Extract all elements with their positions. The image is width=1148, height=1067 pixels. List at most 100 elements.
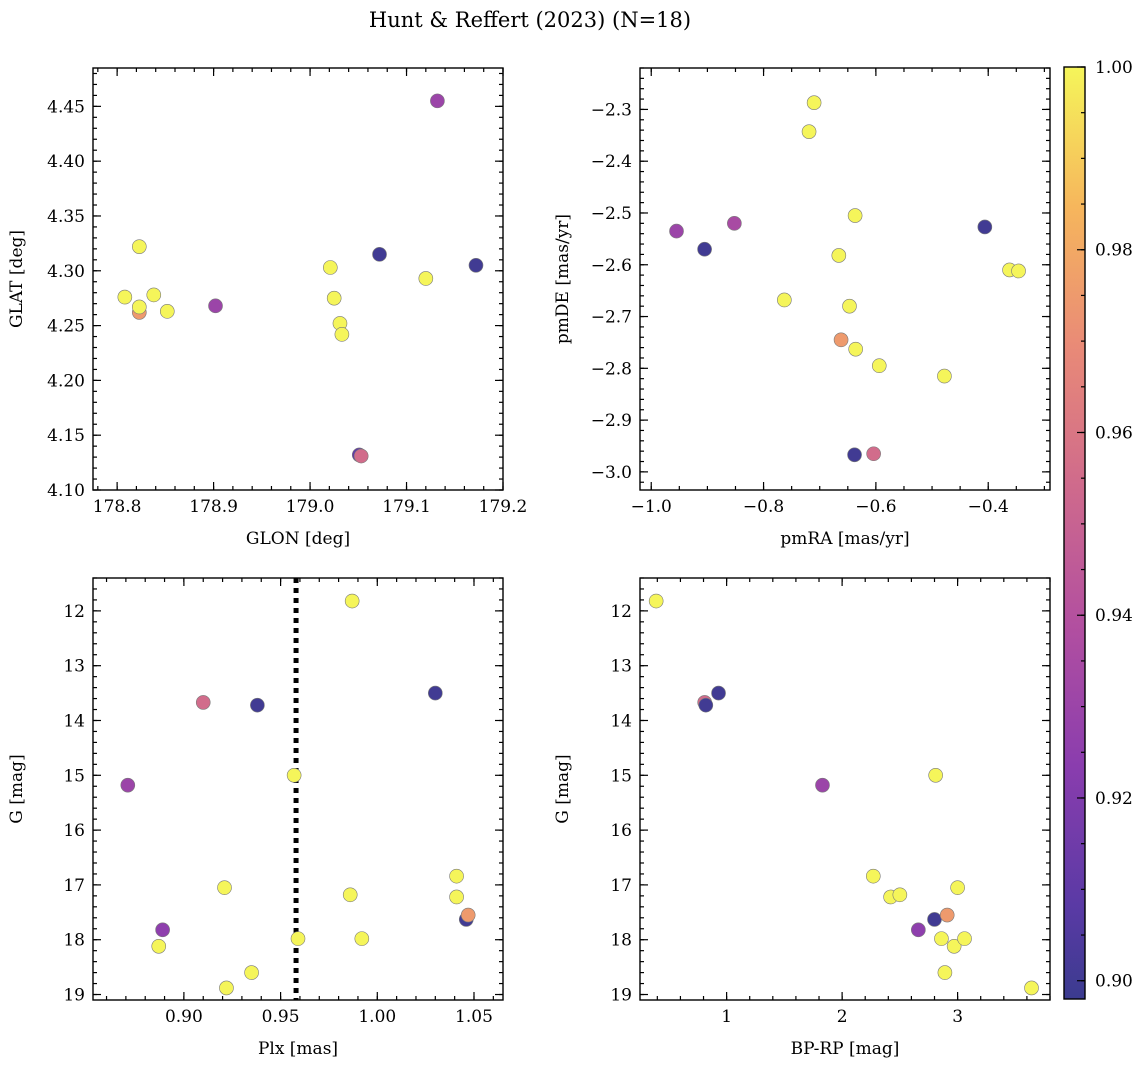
data-point bbox=[208, 298, 223, 314]
y-tick-label: 12 bbox=[63, 602, 85, 622]
x-tick-label: 1 bbox=[721, 1007, 732, 1027]
colorbar-tick-label: 0.94 bbox=[1095, 606, 1133, 626]
y-axis-label: G [mag] bbox=[553, 754, 573, 823]
x-tick-label: −0.6 bbox=[855, 497, 896, 517]
data-point bbox=[250, 697, 265, 713]
x-axis-label: BP-RP [mag] bbox=[791, 1039, 900, 1059]
x-tick-label: 1.05 bbox=[455, 1007, 493, 1027]
data-point bbox=[815, 777, 830, 793]
data-point bbox=[344, 593, 360, 609]
x-tick-label: −0.4 bbox=[968, 497, 1009, 517]
y-tick-label: 13 bbox=[63, 657, 85, 677]
data-point bbox=[927, 912, 942, 927]
y-tick-label: −2.5 bbox=[591, 204, 632, 224]
x-tick-label: 3 bbox=[952, 1007, 963, 1027]
data-point bbox=[950, 880, 965, 895]
panels: 178.8 178.9 179.0 179.1 179.2 4.10 4.15 4.20 4.2… bbox=[7, 67, 1051, 1059]
data-point bbox=[801, 124, 817, 139]
data-point bbox=[928, 767, 943, 783]
data-point bbox=[806, 95, 822, 110]
y-tick-label: −2.4 bbox=[591, 152, 632, 172]
data-point bbox=[286, 767, 302, 783]
y-tick-label: 4.10 bbox=[47, 481, 85, 501]
y-tick-label: 4.40 bbox=[47, 152, 85, 172]
y-tick-label: 4.35 bbox=[47, 207, 85, 227]
data-point bbox=[892, 887, 908, 903]
data-point bbox=[151, 938, 167, 954]
y-tick-label: 4.45 bbox=[47, 97, 85, 117]
data-point bbox=[727, 216, 742, 231]
y-tick-label: 13 bbox=[610, 657, 632, 677]
y-tick-label: 16 bbox=[610, 821, 632, 841]
data-point bbox=[159, 304, 175, 319]
y-axis-label: G [mag] bbox=[7, 754, 27, 823]
x-axis-label: pmRA [mas/yr] bbox=[780, 529, 909, 549]
y-tick-label: 17 bbox=[610, 876, 632, 896]
y-tick-label: 14 bbox=[63, 711, 85, 731]
data-point bbox=[430, 93, 445, 109]
x-tick-label: 0.90 bbox=[165, 1007, 203, 1027]
colorbar-gradient bbox=[1064, 67, 1085, 999]
data-point bbox=[934, 931, 949, 946]
data-point bbox=[468, 257, 484, 273]
data-point bbox=[219, 980, 234, 996]
y-axis-label: pmDE [mas/yr] bbox=[553, 214, 573, 344]
data-point bbox=[1024, 980, 1039, 996]
y-axis-label: GLAT [deg] bbox=[7, 230, 27, 328]
data-point bbox=[957, 931, 972, 946]
y-tick-label: −2.7 bbox=[591, 308, 632, 328]
data-point bbox=[449, 889, 464, 905]
data-point bbox=[326, 290, 342, 306]
x-tick-label: 178.8 bbox=[93, 497, 142, 517]
data-point bbox=[669, 223, 684, 239]
y-tick-label: 19 bbox=[63, 986, 85, 1006]
y-tick-label: −2.6 bbox=[591, 256, 632, 276]
colorbar-tick-label: 1.00 bbox=[1095, 58, 1133, 78]
data-point bbox=[428, 685, 443, 701]
y-tick-label: 18 bbox=[610, 931, 632, 951]
y-tick-label: 4.30 bbox=[47, 262, 85, 282]
data-point bbox=[290, 931, 306, 946]
data-point bbox=[132, 239, 147, 254]
x-axis-label: Plx [mas] bbox=[258, 1039, 338, 1059]
x-tick-label: 179.1 bbox=[382, 497, 431, 517]
data-point bbox=[1011, 263, 1026, 279]
colorbar-tick-label: 0.98 bbox=[1095, 241, 1133, 261]
data-point bbox=[195, 695, 211, 710]
data-point bbox=[449, 868, 464, 884]
data-point bbox=[244, 965, 259, 980]
y-tick-label: 14 bbox=[610, 711, 632, 731]
data-point bbox=[833, 332, 849, 348]
data-point bbox=[120, 777, 136, 793]
y-tick-label: −2.9 bbox=[591, 411, 632, 431]
colorbar-tick-label: 0.90 bbox=[1095, 972, 1133, 992]
x-tick-label: 178.9 bbox=[189, 497, 238, 517]
data-point bbox=[155, 922, 170, 938]
panel-pmra-pmde: −1.0 −0.8 −0.6 −0.4 −3.0 −2.9 −2.8 −2.7 −2.6 −2.5… bbox=[553, 67, 1051, 549]
x-tick-label: 2 bbox=[837, 1007, 848, 1027]
data-point bbox=[865, 868, 881, 884]
data-point bbox=[698, 697, 714, 713]
data-point bbox=[117, 289, 133, 305]
data-point bbox=[418, 271, 434, 286]
data-point bbox=[911, 922, 926, 938]
data-point bbox=[648, 593, 664, 609]
data-point bbox=[132, 299, 147, 315]
y-tick-label: −3.0 bbox=[591, 463, 632, 483]
data-point bbox=[946, 938, 962, 954]
panel-plx-g: 0.90 0.95 1.00 1.05 12 13 14 15 16 17 18 19 Plx [mas… bbox=[7, 577, 504, 1059]
y-tick-label: 15 bbox=[610, 766, 632, 786]
y-tick-label: 18 bbox=[63, 931, 85, 951]
colorbar: 0.90 0.92 0.94 0.96 0.98 1.00 bbox=[1063, 58, 1133, 1000]
x-tick-label: 1.00 bbox=[358, 1007, 396, 1027]
data-point bbox=[697, 241, 712, 257]
data-point bbox=[353, 448, 369, 464]
x-tick-label: 0.95 bbox=[262, 1007, 300, 1027]
y-tick-label: 15 bbox=[63, 766, 85, 786]
data-point bbox=[777, 292, 792, 308]
data-point bbox=[937, 368, 952, 384]
x-tick-label: 179.2 bbox=[479, 497, 528, 517]
figure-title: Hunt & Reffert (2023) (N=18) bbox=[369, 8, 691, 32]
data-point bbox=[939, 907, 955, 923]
